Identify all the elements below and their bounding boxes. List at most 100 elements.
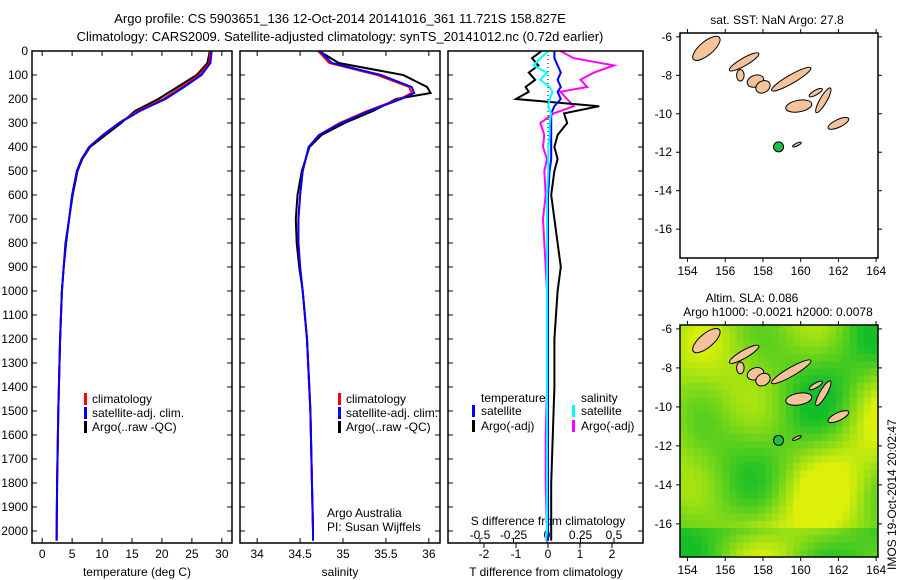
- lon-tick-label: 164: [866, 563, 886, 577]
- sla-cell: [814, 470, 822, 478]
- sla-cell: [701, 477, 709, 486]
- sla-cell: [757, 361, 766, 370]
- sla-cell: [722, 484, 730, 493]
- sla-cell: [680, 325, 688, 333]
- sla-cell: [715, 441, 723, 449]
- sla-cell: [736, 499, 745, 507]
- sla-cell: [764, 433, 773, 442]
- legend-label: climatology: [92, 392, 152, 406]
- sla-cell: [715, 499, 723, 507]
- sla-cell: [849, 513, 858, 522]
- sla-cell: [722, 433, 730, 442]
- sla-cell: [715, 368, 723, 377]
- sla-cell: [680, 441, 688, 449]
- sla-cell: [715, 354, 723, 362]
- legend-label: satellite-adj. clim.: [346, 406, 438, 420]
- sla-cell: [680, 528, 688, 536]
- depth-tick-label: 600: [8, 188, 28, 202]
- sla-cell: [856, 397, 865, 406]
- sla-cell: [828, 346, 837, 355]
- sla-cell: [779, 390, 787, 399]
- sla-cell: [680, 499, 688, 507]
- sla-cell: [800, 383, 808, 391]
- lon-tick-label: 164: [866, 264, 886, 278]
- sla-cell: [849, 542, 858, 551]
- sla-cell: [793, 499, 801, 507]
- sla-cell: [680, 383, 688, 391]
- sla-cell: [743, 397, 752, 406]
- sla-cell: [694, 368, 702, 377]
- sla-cell: [863, 549, 872, 558]
- sla-cell: [863, 455, 872, 464]
- sla-cell: [729, 462, 738, 471]
- sla-cell: [680, 513, 688, 522]
- sla-cell: [708, 470, 716, 478]
- sla-cell: [694, 390, 702, 399]
- sla-cell: [757, 433, 766, 442]
- sla-cell: [814, 535, 822, 544]
- sla-cell: [771, 397, 780, 406]
- sla-cell: [870, 499, 879, 507]
- sla-cell: [807, 412, 815, 420]
- sla-cell: [870, 542, 879, 551]
- lon-tick-label: 162: [828, 563, 848, 577]
- sla-cell: [842, 404, 851, 413]
- sla-cell: [835, 375, 844, 384]
- sla-cell: [708, 484, 716, 493]
- sla-cell: [722, 477, 730, 486]
- sla-cell: [863, 542, 872, 551]
- sla-cell: [849, 375, 858, 384]
- sla-cell: [779, 441, 787, 449]
- sla-cell: [750, 462, 759, 471]
- sla-cell: [694, 383, 702, 391]
- sla-cell: [701, 455, 709, 464]
- sla-cell: [779, 462, 787, 471]
- sla-cell: [764, 325, 773, 333]
- sla-cell: [842, 383, 851, 391]
- sla-cell: [828, 375, 837, 384]
- sla-cell: [870, 549, 879, 558]
- sla-cell: [715, 426, 723, 435]
- sla-cell: [771, 484, 780, 493]
- sla-cell: [786, 513, 794, 522]
- sla-cell: [701, 361, 709, 370]
- sla-cell: [863, 397, 872, 406]
- sla-cell: [828, 368, 837, 377]
- sla-cell: [771, 383, 780, 391]
- sla-cell: [729, 441, 738, 449]
- sla-cell: [793, 339, 801, 348]
- sla-cell: [736, 470, 745, 478]
- sla-cell: [680, 404, 688, 413]
- sla-cell: [750, 470, 759, 478]
- sla-cell: [757, 520, 766, 529]
- lon-tick-label: 154: [678, 563, 698, 577]
- sla-cell: [764, 404, 773, 413]
- sla-cell: [807, 506, 815, 515]
- sla-cell: [779, 412, 787, 420]
- sla-cell: [729, 528, 738, 536]
- sla-cell: [743, 339, 752, 348]
- title-line1: Argo profile: CS 5903651_136 12-Oct-2014…: [114, 11, 566, 26]
- sla-cell: [694, 455, 702, 464]
- sla-cell: [687, 535, 695, 544]
- sla-cell: [722, 325, 730, 333]
- sla-cell: [743, 470, 752, 478]
- sla-cell: [856, 354, 865, 362]
- sla-cell: [870, 513, 879, 522]
- sla-cell: [800, 499, 808, 507]
- sla-cell: [771, 455, 780, 464]
- sla-cell: [779, 419, 787, 428]
- sla-cell: [863, 520, 872, 529]
- sla-cell: [786, 549, 794, 558]
- sla-cell: [786, 484, 794, 493]
- depth-tick-label: 900: [8, 260, 28, 274]
- sla-cell: [701, 426, 709, 435]
- sla-cell: [800, 542, 808, 551]
- sla-cell: [870, 390, 879, 399]
- sla-cell: [814, 491, 822, 500]
- sla-cell: [779, 448, 787, 457]
- lat-tick-label: -16: [655, 517, 673, 531]
- sla-cell: [687, 484, 695, 493]
- sla-cell: [708, 441, 716, 449]
- sla-cell: [771, 419, 780, 428]
